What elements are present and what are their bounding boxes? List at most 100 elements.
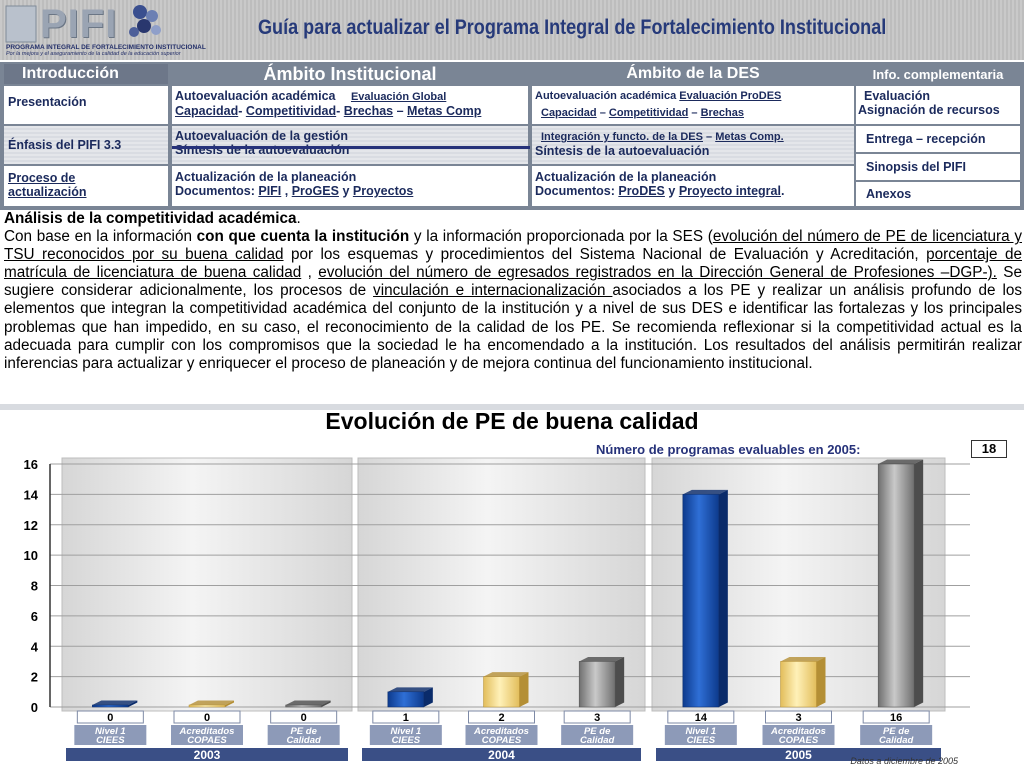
inst-evaluacion-global-link[interactable]: Evaluación Global xyxy=(350,91,447,103)
bar-value-label: 14 xyxy=(695,712,708,724)
y-tick-label: 4 xyxy=(31,639,39,654)
inst-competitividad-link[interactable]: Competitividad xyxy=(245,104,337,118)
inst-y-text: y xyxy=(342,184,350,198)
bar-value-label: 3 xyxy=(594,712,600,724)
nav-cell-inst-planeacion: Actualización de la planeación Documento… xyxy=(172,166,528,206)
analysis-p4: , xyxy=(301,264,319,282)
chart-count-label: Número de programas evaluables en 2005: xyxy=(596,442,861,457)
inst-metas-link[interactable]: Metas Comp xyxy=(407,104,482,118)
inst-capacidad-link[interactable]: Capacidad xyxy=(175,104,239,118)
column-header-introduccion[interactable]: Introducción xyxy=(4,64,168,84)
bar-side xyxy=(519,672,529,707)
des-metas-link[interactable]: Metas Comp. xyxy=(715,131,784,143)
y-tick-label: 10 xyxy=(24,548,38,563)
category-box xyxy=(369,725,442,745)
bar-value-label: 0 xyxy=(301,712,307,724)
category-label-line1: PE de xyxy=(883,726,910,737)
bar-top xyxy=(387,687,433,692)
analysis-u1: evolución del número de PE de licenciatu… xyxy=(4,228,1022,264)
des-sintesis-link[interactable]: Síntesis de la autoevaluación xyxy=(535,144,710,158)
inst-proyectos-link[interactable]: Proyectos xyxy=(352,184,414,198)
info-evaluacion-link[interactable]: Evaluación xyxy=(864,89,930,103)
category-label-line1: Nivel 1 xyxy=(391,726,422,737)
info-anexos-link[interactable]: Anexos xyxy=(866,187,912,201)
pifi-logo[interactable]: PIFI PROGRAMA INTEGRAL DE FORTALECIMIENT… xyxy=(4,2,206,58)
nav-cell-des-autoevaluacion: Autoevaluación académica Evaluación ProD… xyxy=(532,86,854,124)
category-box xyxy=(465,725,538,745)
category-label-line2: COPAES xyxy=(482,735,522,746)
value-box xyxy=(667,710,735,724)
column-header-info-complementaria[interactable]: Info. complementaria xyxy=(872,67,1004,82)
category-label-line2: CIEES xyxy=(96,735,125,746)
header-banner: PIFI PROGRAMA INTEGRAL DE FORTALECIMIENT… xyxy=(0,0,1024,60)
nav-cell-inst-gestion[interactable]: Autoevaluación de la gestión Síntesis de… xyxy=(172,126,528,164)
info-sinopsis-link[interactable]: Sinopsis del PIFI xyxy=(866,160,967,174)
bar-top xyxy=(682,489,728,495)
y-tick-label: 0 xyxy=(31,700,38,715)
bar-top xyxy=(92,700,138,705)
bar-side xyxy=(914,459,924,707)
value-box xyxy=(862,710,930,724)
inst-proges-link[interactable]: ProGES xyxy=(291,184,339,198)
nav-link-proceso[interactable]: Proceso de xyxy=(8,171,76,185)
category-box xyxy=(561,725,634,745)
des-competitividad-link[interactable]: Competitividad xyxy=(608,107,689,119)
value-box xyxy=(76,710,144,724)
bar-2003-calidad xyxy=(285,704,322,708)
analysis-u2: porcentaje de matrícula de licenciatura … xyxy=(4,246,1022,282)
info-asignacion-link[interactable]: Asignación de recursos xyxy=(858,103,1000,117)
nav-link-presentacion[interactable]: Presentación xyxy=(8,95,87,109)
bar-2005-copaes xyxy=(780,661,817,708)
chart-count-value: 18 xyxy=(971,440,1007,458)
category-label-line2: COPAES xyxy=(187,735,227,746)
nav-cell-info-entrega[interactable]: Entrega – recepción xyxy=(856,126,1020,152)
active-section-underline xyxy=(172,146,530,149)
des-documentos-label: Documentos: xyxy=(535,184,615,198)
info-entrega-link[interactable]: Entrega – recepción xyxy=(866,132,986,146)
category-label-line1: Acreditados xyxy=(179,726,235,737)
des-capacidad-link[interactable]: Capacidad xyxy=(541,107,597,119)
inst-documentos-label: Documentos: xyxy=(175,184,255,198)
bar-top xyxy=(878,459,924,464)
inst-autoevaluacion-gestion-link[interactable]: Autoevaluación de la gestión xyxy=(175,129,348,143)
category-box xyxy=(74,725,147,745)
bar-side xyxy=(225,700,234,707)
y-tick-label: 12 xyxy=(24,518,38,533)
nav-cell-enfasis[interactable]: Énfasis del PIFI 3.3 xyxy=(4,126,168,164)
category-label-line1: Acreditados xyxy=(473,726,529,737)
y-tick-label: 16 xyxy=(24,457,38,472)
des-y-text: y xyxy=(668,184,676,198)
column-header-ambito-institucional[interactable]: Ámbito Institucional xyxy=(263,64,437,84)
logo-graphic xyxy=(5,5,161,43)
des-actualizacion-label: Actualización de la planeación xyxy=(535,170,717,184)
value-box xyxy=(372,710,440,724)
bar-side xyxy=(718,489,728,707)
des-proyecto-integral-link[interactable]: Proyecto integral xyxy=(678,184,781,198)
des-evaluacion-prodes-link[interactable]: Evaluación ProDES xyxy=(679,90,782,102)
des-integracion-link[interactable]: Integración y functo. de la DES xyxy=(541,131,703,143)
bar-2005-ciees xyxy=(682,494,720,708)
category-label-line2: CIEES xyxy=(392,735,421,746)
nav-cell-proceso[interactable]: Proceso de actualización xyxy=(4,166,168,206)
bar-side xyxy=(615,656,625,707)
bar-value-label: 3 xyxy=(795,712,801,724)
logo-text: PIFI xyxy=(40,2,118,46)
chart-footnote: Datos a diciembre de 2005 xyxy=(850,756,959,766)
inst-autoevaluacion-label: Autoevaluación académica xyxy=(175,89,336,103)
nav-cell-info-evaluacion[interactable]: Evaluación Asignación de recursos xyxy=(856,86,1020,124)
y-tick-label: 2 xyxy=(31,670,38,685)
des-brechas-link[interactable]: Brechas xyxy=(700,107,744,119)
column-header-ambito-des[interactable]: Ámbito de la DES xyxy=(626,65,760,82)
des-prodes-link[interactable]: ProDES xyxy=(618,184,665,198)
nav-cell-info-sinopsis[interactable]: Sinopsis del PIFI xyxy=(856,154,1020,180)
analysis-text: Análisis de la competitividad académica.… xyxy=(4,210,1022,406)
inst-pifi-link[interactable]: PIFI xyxy=(258,184,282,198)
inst-brechas-link[interactable]: Brechas xyxy=(343,104,394,118)
nav-link-enfasis[interactable]: Énfasis del PIFI 3.3 xyxy=(8,138,122,152)
nav-link-actualizacion[interactable]: actualización xyxy=(8,185,87,199)
category-box xyxy=(762,725,835,745)
value-box xyxy=(765,710,832,724)
nav-cell-presentacion[interactable]: Presentación xyxy=(4,86,168,124)
nav-cell-info-anexos[interactable]: Anexos xyxy=(856,182,1020,206)
